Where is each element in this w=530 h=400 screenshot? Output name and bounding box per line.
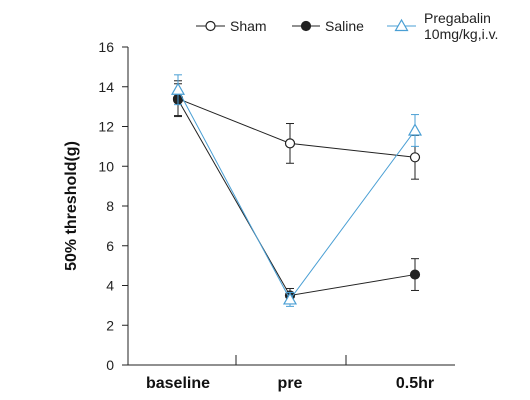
data-point xyxy=(407,123,423,136)
x-tick-label: 0.5hr xyxy=(396,375,434,392)
data-point xyxy=(409,269,421,280)
y-tick-label: 4 xyxy=(106,278,114,294)
data-point xyxy=(170,82,186,95)
y-tick-label: 0 xyxy=(106,357,114,373)
x-tick-label: pre xyxy=(278,375,303,392)
y-tick-label: 10 xyxy=(98,158,114,174)
legend-label-line2: 10mg/kg,i.v. xyxy=(424,26,498,42)
legend-marker xyxy=(394,18,409,32)
legend-item-sham: Sham xyxy=(196,18,267,34)
series-group xyxy=(170,74,423,307)
series-line xyxy=(177,98,416,158)
series-pregabalin xyxy=(170,74,423,307)
y-tick-label: 16 xyxy=(98,39,114,55)
y-tick-label: 12 xyxy=(98,119,114,135)
data-point xyxy=(284,138,296,149)
y-tick-label: 8 xyxy=(106,198,114,214)
legend-label: Pregabalin xyxy=(424,10,491,26)
legend-item-saline: Saline xyxy=(292,18,364,34)
data-point xyxy=(409,152,421,163)
series-line xyxy=(177,89,416,301)
y-tick-label: 14 xyxy=(98,79,114,95)
x-tick-label: baseline xyxy=(146,375,210,392)
legend-label: Saline xyxy=(325,18,364,34)
legend-marker xyxy=(300,20,312,32)
series-saline xyxy=(172,83,421,303)
legend-label: Sham xyxy=(230,18,267,34)
legend-marker xyxy=(205,20,216,32)
y-tick-label: 6 xyxy=(106,238,114,254)
y-axis-label: 50% threshold(g) xyxy=(63,141,80,271)
data-point xyxy=(282,292,298,305)
series-line xyxy=(177,99,416,296)
y-tick-label: 2 xyxy=(106,317,114,333)
axes: 0 2 4 6 8 10 12 14 16 baseline pre 0.5hr 50% thresho… xyxy=(63,39,455,392)
series-sham xyxy=(172,80,421,180)
